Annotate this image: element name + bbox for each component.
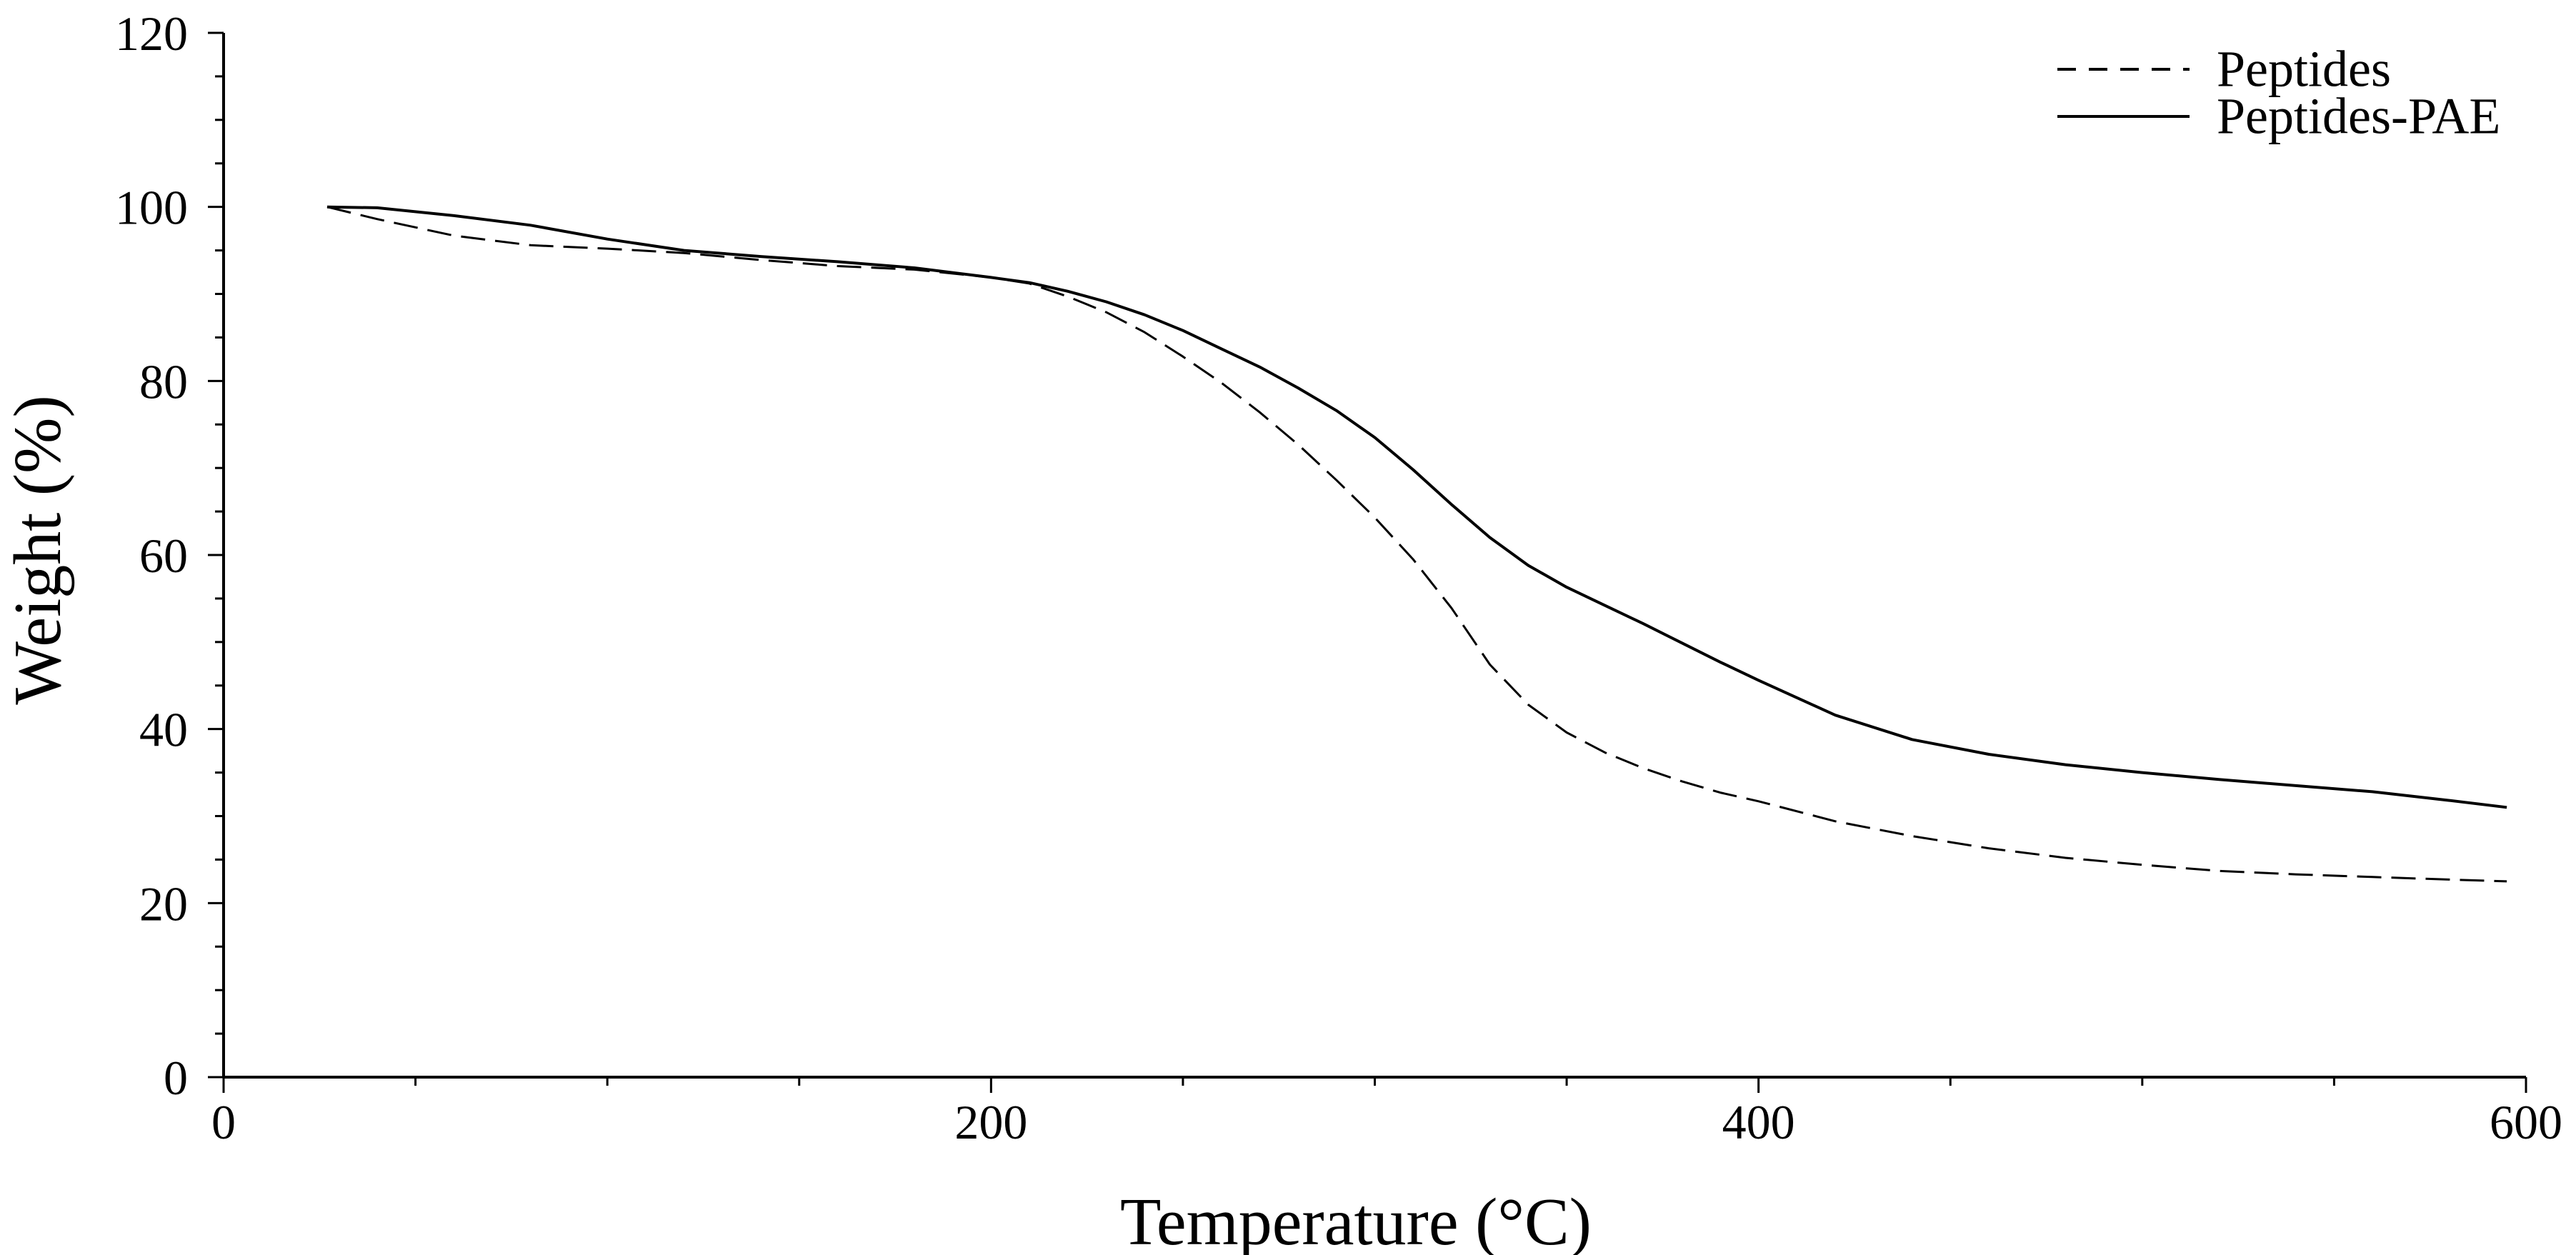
legend-label-peptides-pae: Peptides-PAE	[2217, 88, 2500, 145]
series-line-peptides-pae	[326, 205, 2507, 809]
series-line-peptides	[326, 206, 2507, 883]
x-axis-title: Temperature (°C)	[1120, 1185, 1592, 1255]
legend-label-peptides: Peptides	[2217, 41, 2391, 98]
y-axis-ticks: 0 20 40 60 80 100 120	[115, 6, 224, 1105]
x-tick-label: 400	[1722, 1095, 1795, 1149]
y-tick-label: 120	[115, 6, 188, 61]
y-tick-label: 20	[139, 876, 188, 931]
x-axis-ticks: 0 200 400 600	[211, 1077, 2562, 1149]
x-tick-label: 0	[211, 1095, 236, 1149]
legend: Peptides Peptides-PAE	[2057, 41, 2500, 145]
x-tick-label: 600	[2490, 1095, 2562, 1149]
y-axis-title: Weight (%)	[1, 395, 75, 705]
y-tick-label: 100	[115, 181, 188, 235]
x-tick-label: 200	[954, 1095, 1027, 1149]
y-tick-label: 60	[139, 529, 188, 583]
y-tick-label: 0	[164, 1051, 188, 1105]
y-tick-label: 40	[139, 703, 188, 757]
y-tick-label: 80	[139, 354, 188, 409]
series-layer	[326, 205, 2507, 883]
axes	[222, 33, 2526, 1079]
